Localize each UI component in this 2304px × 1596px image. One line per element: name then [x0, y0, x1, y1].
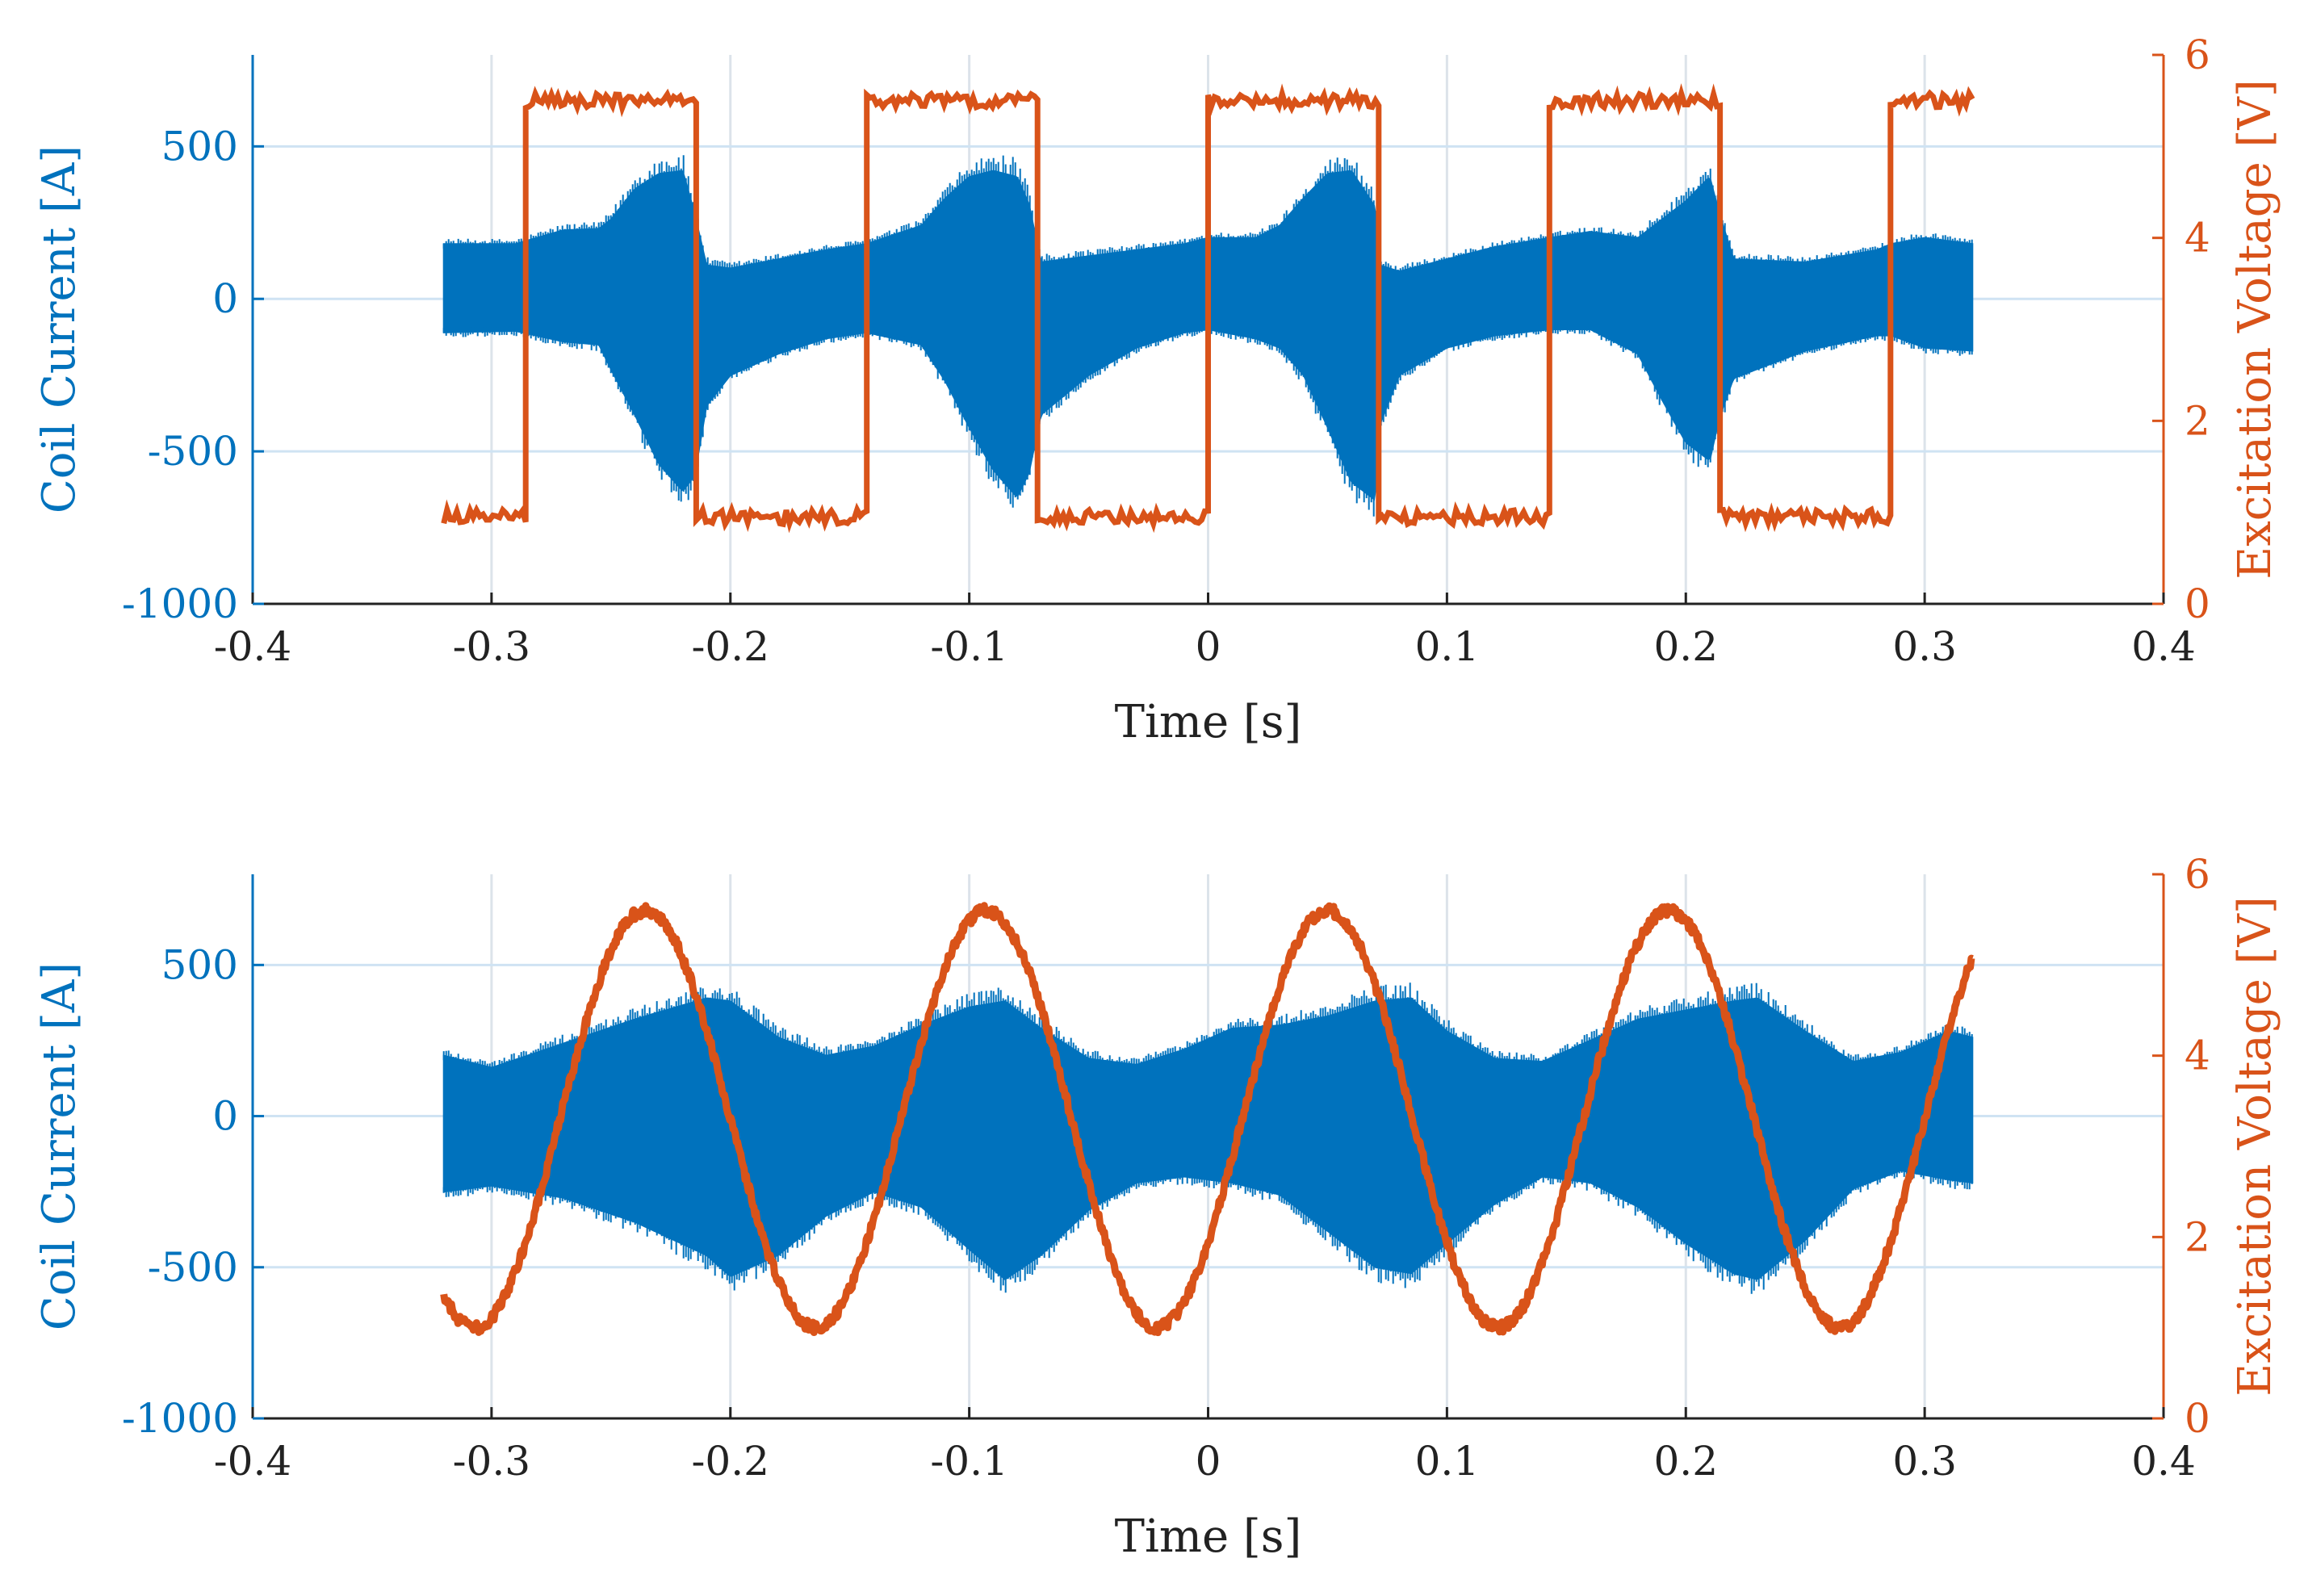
coil-current-ripple: [442, 155, 1973, 517]
right-y-tick-label: 6: [2185, 31, 2210, 78]
left-y-tick-label: 0: [212, 1093, 238, 1140]
x-tick-label: 0.4: [2131, 623, 2196, 670]
x-tick-label: 0.3: [1892, 1438, 1957, 1485]
left-y-tick-label: 500: [161, 941, 238, 988]
x-tick-label: 0.1: [1415, 1438, 1480, 1485]
top-x-axis-label: Time [s]: [1115, 696, 1302, 748]
left-y-tick-label: -500: [148, 1244, 238, 1291]
top-x-ticks: -0.4 -0.3 -0.2 -0.1 0 0.1 0.2 0.3 0.4: [214, 593, 2196, 670]
left-y-tick-label: 500: [161, 123, 238, 170]
top-coil-current-series: [442, 155, 1974, 517]
bottom-left-y-ticks: -1000 -500 0 500: [122, 941, 264, 1442]
top-left-y-ticks: -1000 -500 0 500: [122, 123, 264, 627]
x-tick-label: -0.3: [453, 623, 530, 670]
top-right-y-ticks: 0 2 4 6: [2152, 31, 2210, 627]
x-tick-label: 0.3: [1892, 623, 1957, 670]
x-tick-label: -0.1: [930, 1438, 1007, 1485]
x-tick-label: 0.2: [1653, 623, 1718, 670]
right-y-tick-label: 0: [2185, 1395, 2210, 1442]
panel-top-square-excitation: -0.4 -0.3 -0.2 -0.1 0 0.1 0.2 0.3 0.4 -1000 -500 0…: [33, 31, 2281, 748]
bottom-left-y-axis-label: Coil Current [A]: [33, 962, 86, 1330]
bottom-x-ticks: -0.4 -0.3 -0.2 -0.1 0 0.1 0.2 0.3 0.4: [214, 1407, 2196, 1485]
top-left-y-axis-label: Coil Current [A]: [33, 145, 86, 513]
coil-current-ripple: [442, 982, 1973, 1294]
x-tick-label: -0.4: [214, 1438, 291, 1485]
left-y-tick-label: -1000: [122, 580, 238, 627]
top-right-y-axis-label: Excitation Voltage [V]: [2229, 79, 2281, 579]
x-tick-label: -0.1: [930, 623, 1007, 670]
bottom-right-y-ticks: 0 2 4 6: [2152, 851, 2210, 1442]
right-y-tick-label: 0: [2185, 580, 2210, 627]
x-tick-label: -0.2: [692, 623, 769, 670]
right-y-tick-label: 4: [2185, 215, 2210, 262]
bottom-coil-current-series: [442, 982, 1974, 1294]
x-tick-label: 0: [1196, 623, 1221, 670]
right-y-tick-label: 6: [2185, 851, 2210, 898]
right-y-tick-label: 2: [2185, 397, 2210, 444]
right-y-tick-label: 2: [2185, 1213, 2210, 1260]
left-y-tick-label: -500: [148, 428, 238, 475]
x-tick-label: -0.2: [692, 1438, 769, 1485]
x-tick-label: 0: [1196, 1438, 1221, 1485]
x-tick-label: -0.3: [453, 1438, 530, 1485]
top-excitation-voltage-series: [441, 83, 1975, 534]
bottom-right-y-axis-label: Excitation Voltage [V]: [2229, 896, 2281, 1396]
left-y-tick-label: -1000: [122, 1395, 238, 1442]
bottom-excitation-voltage-series: [440, 902, 1975, 1337]
panel-bottom-sine-excitation: -0.4 -0.3 -0.2 -0.1 0 0.1 0.2 0.3 0.4 -1000 -500 0…: [33, 851, 2281, 1563]
x-tick-label: 0.4: [2131, 1438, 2196, 1485]
right-y-tick-label: 4: [2185, 1033, 2210, 1079]
x-tick-label: 0.1: [1415, 623, 1480, 670]
bottom-x-axis-label: Time [s]: [1115, 1510, 1302, 1563]
x-tick-label: -0.4: [214, 623, 291, 670]
left-y-tick-label: 0: [212, 275, 238, 322]
x-tick-label: 0.2: [1653, 1438, 1718, 1485]
